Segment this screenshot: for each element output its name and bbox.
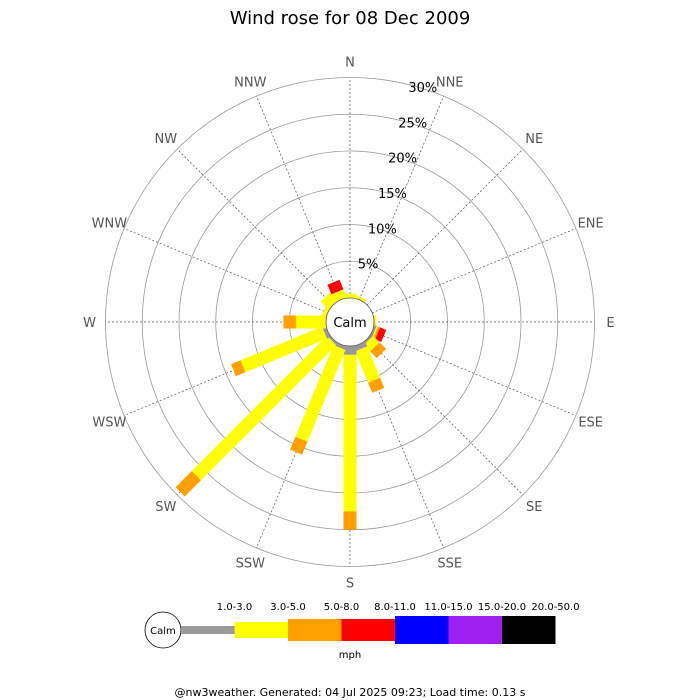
calm-ring	[325, 297, 375, 347]
calm-circle: Calm	[325, 297, 375, 347]
bar-wsw-5.0-8.0	[231, 360, 246, 377]
bar-sw-3.0-5.0	[191, 335, 337, 481]
direction-label-se: SE	[526, 500, 542, 515]
wind-bars	[175, 279, 387, 530]
chart-title: Wind rose for 08 Dec 2009	[230, 8, 471, 29]
direction-label-nnw: NNW	[234, 75, 266, 90]
spoke-ese	[372, 330, 577, 416]
bar-s-5.0-8.0	[343, 511, 357, 530]
direction-label-nne: NNE	[436, 75, 464, 90]
bar-se-5.0-8.0	[370, 342, 387, 359]
radial-tick-label: 5%	[358, 258, 379, 273]
footer-text: @nw3weather. Generated: 04 Jul 2025 09:2…	[175, 686, 526, 699]
direction-label-ne: NE	[525, 132, 543, 147]
direction-label-wnw: WNW	[92, 216, 128, 231]
bar-ese-3.0-5.0	[371, 326, 379, 339]
radial-tick-label: 30%	[408, 81, 437, 96]
bar-w-5.0-8.0	[283, 315, 296, 329]
calm-label: Calm	[333, 316, 366, 331]
direction-label-sw: SW	[155, 500, 176, 515]
spoke-nnw	[256, 95, 342, 300]
bar-ese-8.0-11.0	[375, 327, 387, 342]
direction-label-sse: SSE	[437, 557, 462, 572]
bar-s-1.0-3.0	[343, 346, 357, 355]
direction-labels: N NNE NE ENE E ESE SE SSE S SSW SW WSW W WNW NW NNW	[83, 56, 615, 592]
bar-w-3.0-5.0	[295, 315, 326, 329]
bar-ssw-5.0-8.0	[290, 436, 308, 455]
direction-label-nw: NW	[155, 132, 178, 147]
bar-se-3.0-5.0	[363, 335, 380, 352]
radial-tick-label: 15%	[378, 187, 407, 202]
direction-label-ssw: SSW	[236, 557, 266, 572]
legend-unit-label: mph	[339, 650, 361, 661]
radial-tick-label: 20%	[388, 152, 417, 167]
direction-label-s: S	[346, 577, 354, 592]
bar-ese-5.0-8.0	[373, 326, 381, 340]
radial-tick-labels: 5% 10% 15% 20% 25% 30%	[358, 81, 438, 273]
bar-sse-5.0-8.0	[368, 377, 385, 393]
legend-swatch-8.0-11.0	[341, 619, 395, 641]
bar-nnw-3.0-5.0	[331, 289, 347, 303]
legend-label-11.0-15.0: 11.0-15.0	[424, 602, 472, 613]
legend-label-20.0-50.0: 20.0-50.0	[531, 602, 579, 613]
spoke-se	[366, 338, 524, 496]
bar-e-3.0-5.0	[374, 315, 377, 329]
speed-legend: Calm 1.0-3.0 3.0-5.0 5.0-8.0 8.0-11.0 11.0-15…	[144, 602, 580, 661]
bar-wsw-1.0-3.0	[321, 325, 331, 339]
spoke-nne	[358, 95, 444, 300]
legend-swatch-1.0-3.0	[181, 626, 235, 634]
legend-label-3.0-5.0: 3.0-5.0	[270, 602, 305, 613]
legend-label-1.0-3.0: 1.0-3.0	[217, 602, 252, 613]
legend-swatch-5.0-8.0	[288, 619, 342, 641]
legend-label-5.0-8.0: 5.0-8.0	[324, 602, 359, 613]
bar-sse-3.0-5.0	[355, 346, 381, 383]
bar-nnw-8.0-11.0	[327, 279, 344, 295]
direction-label-ene: ENE	[578, 216, 604, 231]
legend-swatch-20.0-50.0	[502, 616, 556, 644]
bar-wsw-3.0-5.0	[240, 326, 327, 373]
bar-s-3.0-5.0	[343, 354, 357, 512]
direction-label-w: W	[83, 316, 96, 331]
spoke-wnw	[123, 228, 328, 314]
bar-sse-1.0-3.0	[353, 341, 368, 352]
legend-swatch-15.0-20.0	[448, 616, 502, 644]
legend-label-15.0-20.0: 15.0-20.0	[478, 602, 526, 613]
bar-sw-5.0-8.0	[175, 471, 201, 497]
direction-label-ese: ESE	[578, 416, 603, 431]
legend-calm-label: Calm	[150, 626, 176, 637]
bar-ssw-3.0-5.0	[295, 345, 346, 442]
spoke-ene	[372, 228, 577, 314]
bar-n-3.0-5.0	[343, 293, 357, 298]
spoke-nw	[176, 148, 334, 306]
legend-label-8.0-11.0: 8.0-11.0	[374, 602, 416, 613]
radial-tick-label: 25%	[398, 116, 427, 131]
bar-nne-3.0-5.0	[353, 294, 367, 303]
direction-label-wsw: WSW	[92, 416, 126, 431]
direction-label-n: N	[345, 56, 355, 71]
direction-label-e: E	[606, 316, 614, 331]
legend-swatch-3.0-5.0	[234, 622, 288, 638]
spoke-ne	[366, 148, 524, 306]
legend-swatch-11.0-15.0	[395, 616, 449, 644]
radial-tick-label: 10%	[368, 222, 397, 237]
